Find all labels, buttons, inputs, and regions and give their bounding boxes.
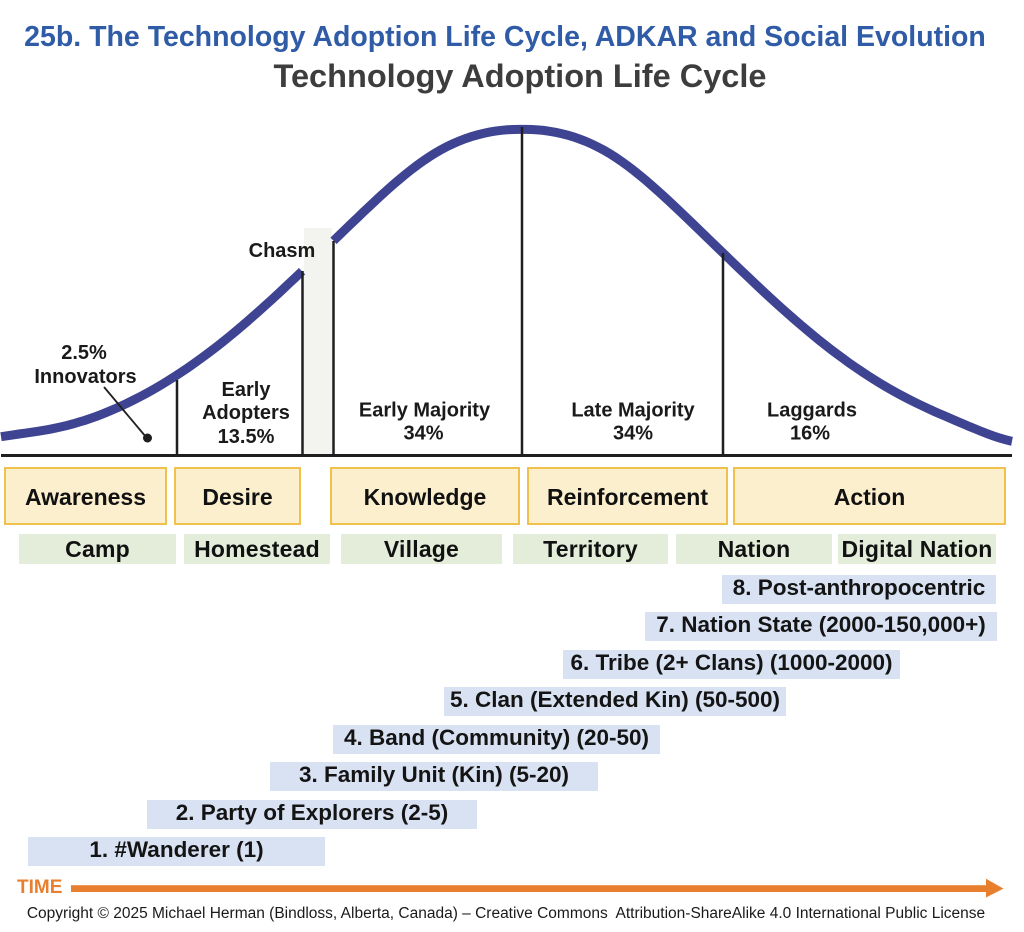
svg-text:34%: 34% <box>403 423 443 445</box>
svg-text:Early: Early <box>222 379 272 401</box>
svg-text:Early Majority: Early Majority <box>359 400 491 422</box>
svg-text:13.5%: 13.5% <box>218 426 275 448</box>
svg-text:Late Majority: Late Majority <box>571 400 695 422</box>
svg-text:16%: 16% <box>790 423 830 445</box>
svg-text:Chasm: Chasm <box>249 240 316 262</box>
svg-text:Innovators: Innovators <box>34 366 136 388</box>
svg-text:Laggards: Laggards <box>767 400 857 422</box>
svg-text:2.5%: 2.5% <box>61 342 107 364</box>
svg-text:Adopters: Adopters <box>202 402 290 424</box>
svg-text:34%: 34% <box>613 423 653 445</box>
